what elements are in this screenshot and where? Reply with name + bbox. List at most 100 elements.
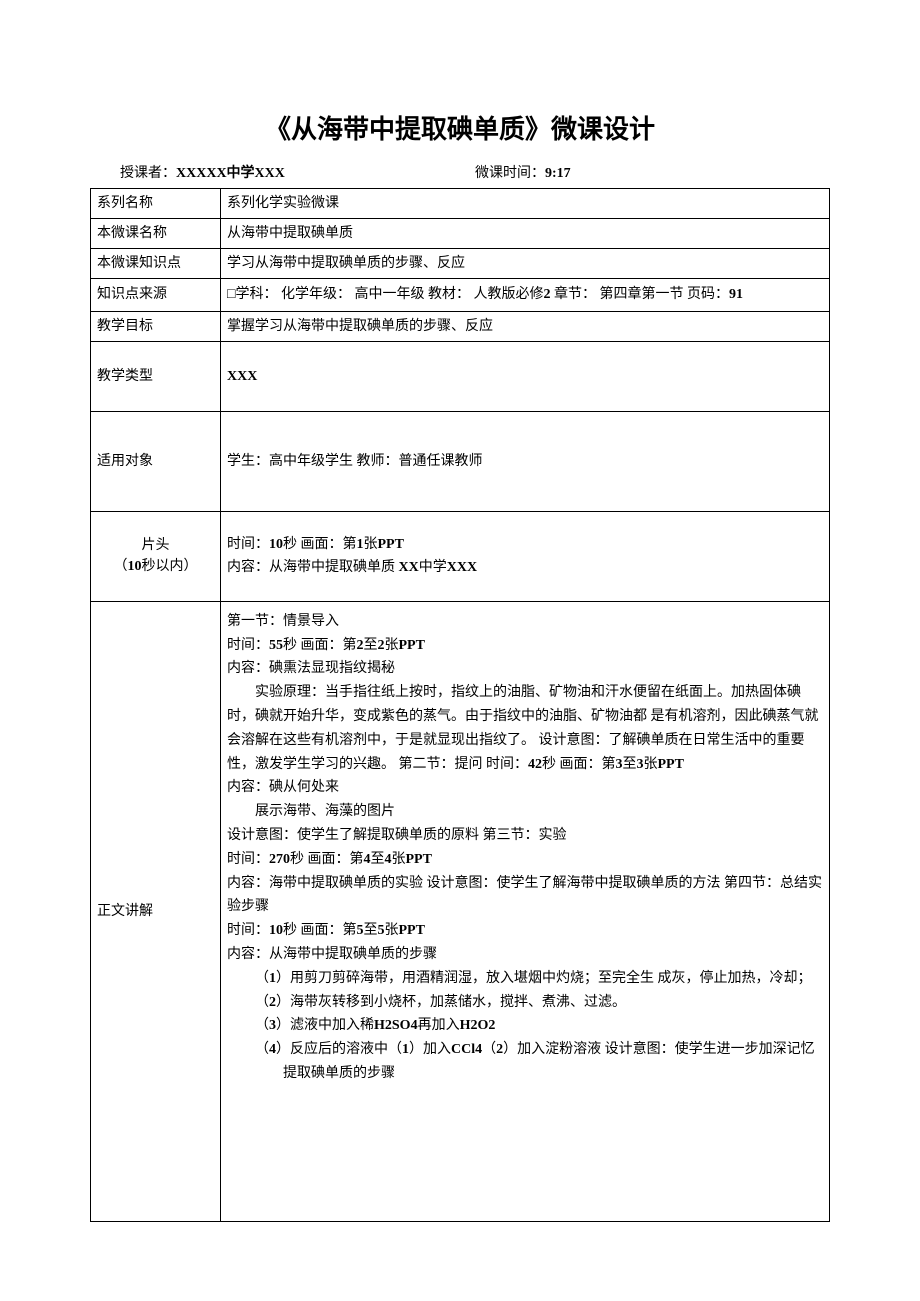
table-row: 片头 （10秒以内） 时间：10秒 画面：第1张PPT 内容：从海带中提取碘单质… [91,511,830,601]
page-title: 《从海带中提取碘单质》微课设计 [90,110,830,149]
t: 秒 画面：第 [283,638,357,653]
t: 1 [357,537,364,552]
s3-content: 内容：海带中提取碘单质的实验 设计意图：使学生了解海带中提取碘单质的方法 第四节… [227,872,823,920]
t: 张 [385,923,399,938]
knowledge-point-label: 本微课知识点 [91,249,221,279]
s4-content: 内容：从海带中提取碘单质的步骤 [227,943,823,967]
t: 1 [402,1042,409,1057]
t: 中学 [419,560,447,575]
t: ）加入 [409,1042,451,1057]
t: ）海带灰转移到小烧杯，加蒸储水，搅拌、煮沸、过滤。 [276,995,626,1010]
t: （ [482,1042,496,1057]
t: （ [255,1018,269,1033]
t: 内容：从海带中提取碘单质 [227,560,399,575]
t: ）反应后的溶液中（ [276,1042,402,1057]
t: 4 [364,852,371,867]
main-label: 正文讲解 [91,601,221,1221]
t: PPT [406,852,432,867]
t: PPT [378,537,404,552]
s4-step1: （1）用剪刀剪碎海带，用酒精润湿，放入堪烟中灼烧；至完全生 成灰，停止加热，冷却… [227,967,823,991]
s1-title: 第一节：情景导入 [227,610,823,634]
s2-intent: 设计意图：使学生了解提取碘单质的原料 第三节：实验 [227,824,823,848]
main-content: 第一节：情景导入 时间：55秒 画面：第2至2张PPT 内容：碘熏法显现指纹揭秘… [221,601,830,1221]
meta-row: 授课者：XXXXX中学XXX 微课时间：9:17 [90,163,830,184]
t: 时间： [227,537,269,552]
t: （ [255,971,269,986]
t: 3 [637,757,644,772]
t: 1 [269,971,276,986]
time-label: 微课时间： [475,166,545,181]
intro-line1: 时间：10秒 画面：第1张PPT [227,533,823,557]
objective-value: 掌握学习从海带中提取碘单质的步骤、反应 [221,311,830,341]
t: 3 [616,757,623,772]
s4-step3: （3）滤液中加入稀H2SO4再加入H2O2 [227,1014,823,1038]
s3-time: 时间：270秒 画面：第4至4张PPT [227,848,823,872]
intro-line2: 内容：从海带中提取碘单质 XX中学XXX [227,556,823,580]
source-page: 91 [729,287,743,302]
t: ）滤液中加入稀 [276,1018,374,1033]
t: 时间： [227,923,269,938]
course-name-label: 本微课名称 [91,219,221,249]
objective-label: 教学目标 [91,311,221,341]
intro-label-line2: （10秒以内） [97,556,214,577]
t: PPT [399,923,425,938]
t: H2SO4 [374,1018,418,1033]
s1-content: 内容：碘熏法显现指纹揭秘 [227,657,823,681]
t: 2 [378,638,385,653]
t: 10 [269,537,283,552]
t: 实验原理：当手指往纸上按时，指纹上的油脂、矿物油和汗水便留在纸面上。加热固体碘时… [227,685,819,771]
t: （ [255,1042,269,1057]
s2-content: 内容：碘从何处来 [227,776,823,800]
t: XX [399,560,419,575]
s4-time: 时间：10秒 画面：第5至5张PPT [227,919,823,943]
t: 42 [528,757,542,772]
t: 10 [269,923,283,938]
t: 张 [644,757,658,772]
t: 秒 画面：第 [283,923,357,938]
t: 270 [269,852,290,867]
intro-l2c: 秒以内） [142,559,198,574]
source-text: □学科： 化学年级： 高中一年级 教材： 人教版必修 [227,287,543,302]
source-value: □学科： 化学年级： 高中一年级 教材： 人教版必修2 章节： 第四章第一节 页… [221,279,830,312]
t: 至 [371,852,385,867]
s1-time: 时间：55秒 画面：第2至2张PPT [227,634,823,658]
source-label: 知识点来源 [91,279,221,312]
t: 3 [269,1018,276,1033]
t: 秒 画面：第 [542,757,616,772]
intro-label-line1: 片头 [97,535,214,556]
t: 55 [269,638,283,653]
s4-step4: （4）反应后的溶液中（1）加入CCl4（2）加入淀粉溶液 设计意图：使学生进一步… [255,1038,823,1086]
t: CCl4 [451,1042,482,1057]
lesson-table: 系列名称 系列化学实验微课 本微课名称 从海带中提取碘单质 本微课知识点 学习从… [90,188,830,1222]
intro-label: 片头 （10秒以内） [91,511,221,601]
t: PPT [399,638,425,653]
t: PPT [658,757,684,772]
source-suffix: 章节： 第四章第一节 页码： [550,287,729,302]
t: 4 [385,852,392,867]
t: 2 [269,995,276,1010]
intro-l2a: （ [114,559,128,574]
course-name-value: 从海带中提取碘单质 [221,219,830,249]
t: 5 [357,923,364,938]
table-row: 教学类型 XXX [91,341,830,411]
t: 张 [385,638,399,653]
t: H2O2 [460,1018,496,1033]
t: 2 [357,638,364,653]
intro-content: 时间：10秒 画面：第1张PPT 内容：从海带中提取碘单质 XX中学XXX [221,511,830,601]
t: 至 [364,638,378,653]
table-row: 系列名称 系列化学实验微课 [91,189,830,219]
t: 4 [269,1042,276,1057]
t: 秒 画面：第 [290,852,364,867]
t: 秒 画面：第 [283,537,357,552]
type-value: XXX [221,341,830,411]
table-row: 本微课名称 从海带中提取碘单质 [91,219,830,249]
lecturer-value: XXXXX中学XXX [176,166,285,181]
time-value: 9:17 [545,166,571,181]
audience-label: 适用对象 [91,411,221,511]
lecturer: 授课者：XXXXX中学XXX [120,163,475,184]
t: 张 [364,537,378,552]
t: 至 [364,923,378,938]
table-row: 适用对象 学生：高中年级学生 教师：普通任课教师 [91,411,830,511]
table-row: 知识点来源 □学科： 化学年级： 高中一年级 教材： 人教版必修2 章节： 第四… [91,279,830,312]
audience-value: 学生：高中年级学生 教师：普通任课教师 [221,411,830,511]
